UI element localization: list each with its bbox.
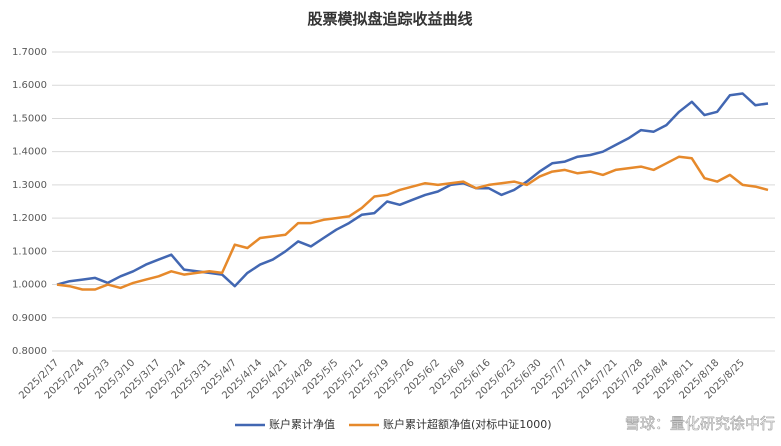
series-line [56, 92, 769, 288]
y-tick-label: 1.2000 [12, 213, 47, 224]
series-line [56, 155, 769, 291]
y-tick-label: 0.8000 [12, 346, 47, 357]
legend-label: 账户累计净值 [269, 417, 335, 431]
y-tick-label: 0.9000 [12, 313, 47, 324]
y-tick-label: 1.0000 [12, 280, 47, 291]
y-tick-label: 1.5000 [12, 113, 47, 124]
legend-label: 账户累计超额净值(对标中证1000) [383, 417, 552, 431]
y-tick-label: 1.3000 [12, 180, 47, 191]
chart-title: 股票模拟盘追踪收益曲线 [307, 10, 472, 28]
y-tick-label: 1.4000 [12, 147, 47, 158]
y-tick-label: 1.1000 [12, 246, 47, 257]
y-tick-label: 1.7000 [12, 47, 47, 58]
y-tick-label: 1.6000 [12, 80, 47, 91]
watermark: 雪球：量化研究徐中行 [625, 415, 775, 433]
